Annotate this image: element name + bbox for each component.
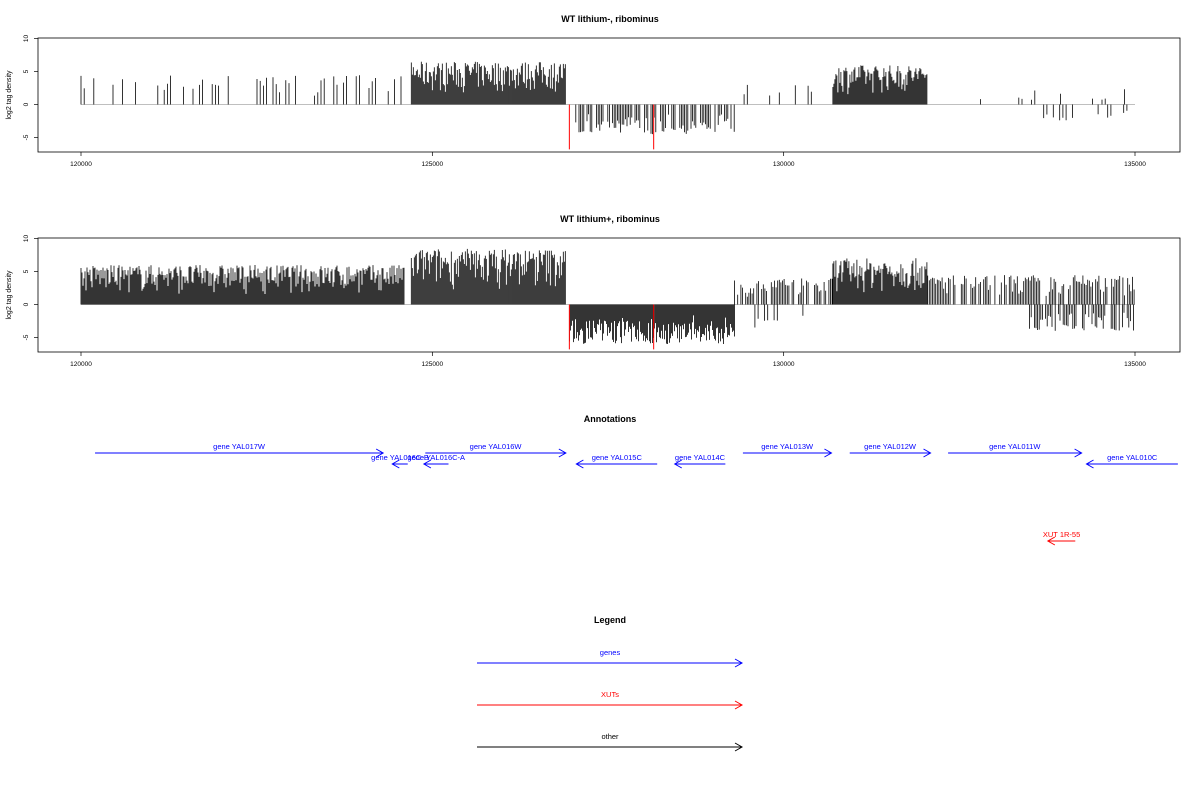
gene-feature: gene YAL017W: [95, 442, 385, 458]
feature-arrowhead: [375, 448, 385, 458]
gene-feature: gene YAL016W: [425, 442, 567, 458]
x-tick-label: 135000: [1124, 361, 1146, 368]
feature-arrowhead: [1085, 459, 1094, 469]
feature-label: gene YAL010C: [1107, 453, 1158, 462]
feature-label: XUT 1R-55: [1043, 530, 1080, 539]
gene-feature: gene YAL014C: [673, 453, 726, 469]
x-tick-label: 120000: [70, 161, 92, 168]
feature-arrowhead: [1074, 448, 1083, 458]
x-tick-label: 125000: [421, 361, 443, 368]
feature-arrowhead: [734, 742, 744, 752]
panel1-axes: 10 5 0 -5 120000 125000 130000 135000: [23, 35, 1146, 168]
gene-feature: gene YAL015C: [575, 453, 658, 469]
annotations-title: Annotations: [584, 414, 637, 424]
x-tick-label: 120000: [70, 361, 92, 368]
feature-label: gene YAL016C-B: [371, 453, 429, 462]
feature-label: gene YAL013W: [761, 442, 814, 451]
feature-label: gene YAL017W: [213, 442, 266, 451]
feature-arrowhead: [1046, 536, 1056, 546]
gene-feature: gene YAL016C-A: [407, 453, 465, 469]
legend-label: other: [601, 732, 619, 741]
feature-label: gene YAL016W: [470, 442, 523, 451]
feature-arrowhead: [734, 658, 744, 668]
panel2-title: WT lithium+, ribominus: [560, 214, 660, 224]
feature-label: gene YAL011W: [989, 442, 1041, 451]
feature-arrowhead: [391, 459, 400, 469]
gene-feature: gene YAL013W: [742, 442, 833, 458]
feature-arrowhead: [824, 448, 833, 458]
panel2-frame: [37, 237, 1181, 353]
y-tick-label: 5: [23, 69, 30, 73]
y-tick-label: -5: [23, 334, 30, 340]
feature-arrowhead: [673, 459, 683, 469]
panel1-title: WT lithium-, ribominus: [561, 14, 659, 24]
panel2-bars: [80, 248, 1135, 350]
legend-label: XUTs: [601, 690, 619, 699]
gene-feature: gene YAL016C-B: [371, 453, 429, 469]
panel-lithium-minus: WT lithium-, ribominus log2 tag density …: [6, 14, 1181, 168]
y-tick-label: 10: [23, 235, 30, 243]
feature-arrowhead: [422, 459, 432, 469]
y-tick-label: 0: [23, 302, 30, 306]
x-tick-label: 125000: [421, 161, 443, 168]
gene-feature: gene YAL010C: [1085, 453, 1178, 469]
x-tick-label: 135000: [1124, 161, 1146, 168]
x-tick-label: 130000: [773, 361, 795, 368]
panel2-ylabel: log2 tag density: [6, 270, 13, 320]
feature-label: gene YAL016C-A: [407, 453, 465, 462]
gene-feature: gene YAL012W: [849, 442, 932, 458]
legend-title: Legend: [594, 615, 626, 625]
feature-label: gene YAL014C: [675, 453, 726, 462]
legend: Legend genes XUTs other: [477, 615, 744, 752]
y-tick-label: -5: [23, 134, 30, 140]
y-tick-label: 5: [23, 269, 30, 273]
xut-feature: XUT 1R-55: [1043, 530, 1080, 546]
legend-label: genes: [600, 648, 621, 657]
gene-feature: gene YAL011W: [948, 442, 1083, 458]
panel1-ylabel: log2 tag density: [6, 70, 13, 120]
panel2-axes: 10 5 0 -5 120000 125000 130000 135000: [23, 235, 1146, 368]
panel1-frame: [37, 37, 1181, 153]
legend-items: genes XUTs other: [477, 648, 744, 752]
y-tick-label: 0: [23, 102, 30, 106]
feature-arrowhead: [575, 459, 584, 469]
legend-item-other: other: [477, 732, 744, 752]
panel1-bars: [80, 61, 1128, 150]
panel-lithium-plus: WT lithium+, ribominus log2 tag density …: [6, 214, 1181, 368]
legend-item-xut: XUTs: [477, 690, 744, 710]
feature-arrowhead: [734, 700, 744, 710]
feature-label: gene YAL015C: [592, 453, 643, 462]
feature-arrowhead: [923, 448, 932, 458]
x-tick-label: 130000: [773, 161, 795, 168]
y-tick-label: 10: [23, 35, 30, 43]
feature-arrowhead: [558, 448, 567, 458]
legend-item-gene: genes: [477, 648, 744, 668]
feature-label: gene YAL012W: [864, 442, 917, 451]
